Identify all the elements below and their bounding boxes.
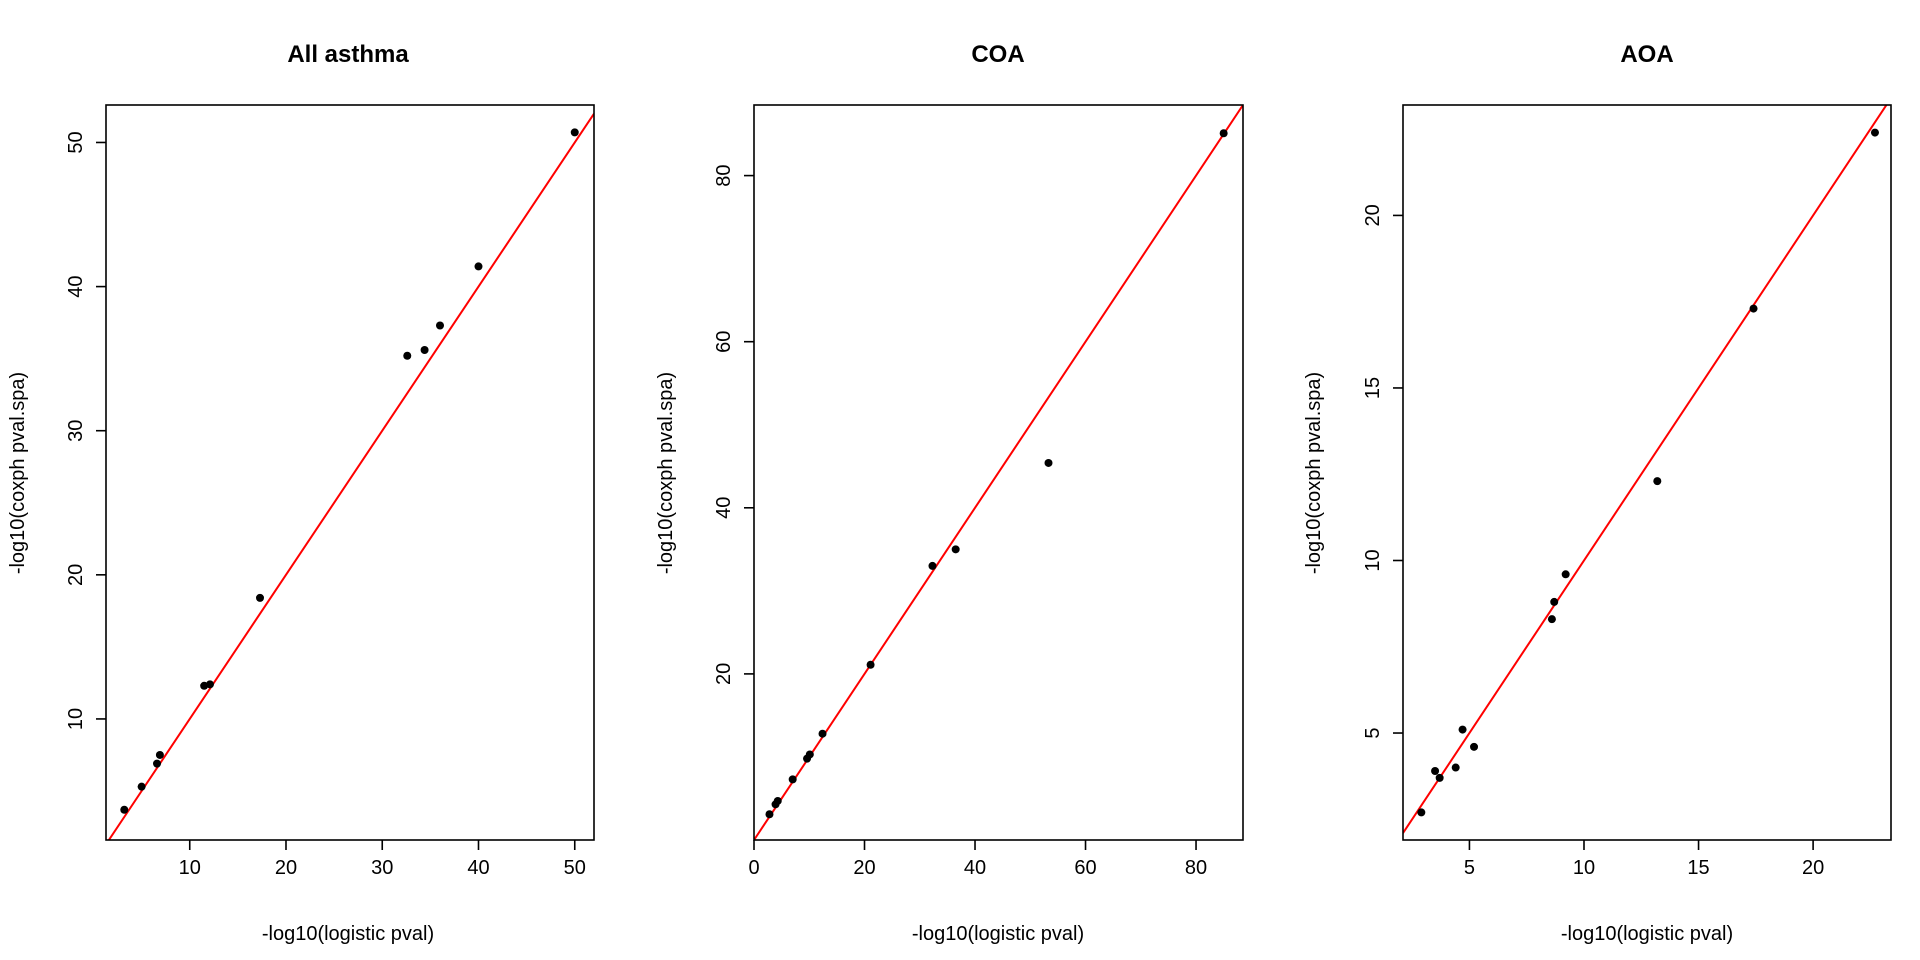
y-tick-label: 10 [1362,549,1384,571]
x-tick-label: 20 [275,857,297,879]
data-point [153,759,162,768]
plot-frame [1402,104,1892,841]
data-point [474,262,483,271]
panel-all-asthma: All asthma -log10(logistic pval) -log10(… [7,41,595,945]
data-point [951,545,960,554]
y-tick-label: 40 [65,275,87,297]
data-point [1870,128,1879,137]
data-point [928,561,937,570]
y-tick-label: 20 [65,564,87,586]
x-axis-label: -log10(logistic pval) [1561,923,1733,945]
x-tick-label: 40 [964,857,986,879]
data-point [1458,725,1467,734]
panel-coa: COA -log10(logistic pval) -log10(coxph p… [655,41,1244,945]
data-point [818,729,827,738]
y-tick-label: 20 [1362,204,1384,226]
reference-line [754,105,1243,840]
data-point [205,680,214,689]
y-tick-label: 10 [65,708,87,730]
x-tick-label: 10 [1573,857,1595,879]
data-point [1653,477,1662,486]
panel-aoa: AOA -log10(logistic pval) -log10(coxph p… [1303,41,1892,945]
y-tick-label: 60 [713,331,735,353]
data-point [435,321,444,330]
data-point [1749,304,1758,313]
x-tick-label: 20 [853,857,875,879]
data-point [155,750,164,759]
data-point [1431,766,1440,775]
x-tick-label: 20 [1802,857,1824,879]
data-point [805,750,814,759]
x-tick-label: 60 [1074,857,1096,879]
data-point [773,796,782,805]
chart-title: AOA [1620,41,1673,68]
data-point [1547,615,1556,624]
data-point [1470,742,1479,751]
plot-frame [105,104,595,841]
y-tick-label: 50 [65,131,87,153]
data-point [1417,808,1426,817]
y-tick-label: 40 [713,497,735,519]
y-axis-label: -log10(coxph pval.spa) [655,372,677,574]
y-tick-label: 5 [1362,727,1384,738]
data-point [403,351,412,360]
x-tick-label: 15 [1687,857,1709,879]
x-axis-label: -log10(logistic pval) [912,923,1084,945]
x-tick-label: 10 [179,857,201,879]
data-point [570,128,579,137]
data-point [1550,597,1559,606]
chart-title: All asthma [287,41,409,68]
plot-frame [753,104,1244,841]
data-point [120,805,129,814]
data-point [137,782,146,791]
data-point [420,346,429,354]
data-point [866,660,875,669]
y-tick-label: 80 [713,164,735,186]
x-tick-label: 40 [467,857,489,879]
data-point [1451,763,1460,772]
x-tick-label: 0 [748,857,759,879]
y-axis-label: -log10(coxph pval.spa) [7,372,29,574]
x-tick-label: 50 [564,857,586,879]
reference-line [107,113,594,840]
data-point [788,775,797,784]
data-point [1219,129,1228,138]
chart-title: COA [971,41,1024,68]
data-point [765,810,774,819]
data-point [1044,458,1053,467]
y-axis-label: -log10(coxph pval.spa) [1303,372,1325,574]
x-tick-label: 80 [1185,857,1207,879]
x-tick-label: 5 [1464,857,1475,879]
y-tick-label: 15 [1362,377,1384,399]
y-tick-label: 30 [65,420,87,442]
y-tick-label: 20 [713,663,735,685]
data-point [1435,773,1444,782]
data-point [1561,570,1570,579]
x-tick-label: 30 [371,857,393,879]
reference-line [1403,105,1888,834]
data-point [256,593,265,602]
x-axis-label: -log10(logistic pval) [262,923,434,945]
